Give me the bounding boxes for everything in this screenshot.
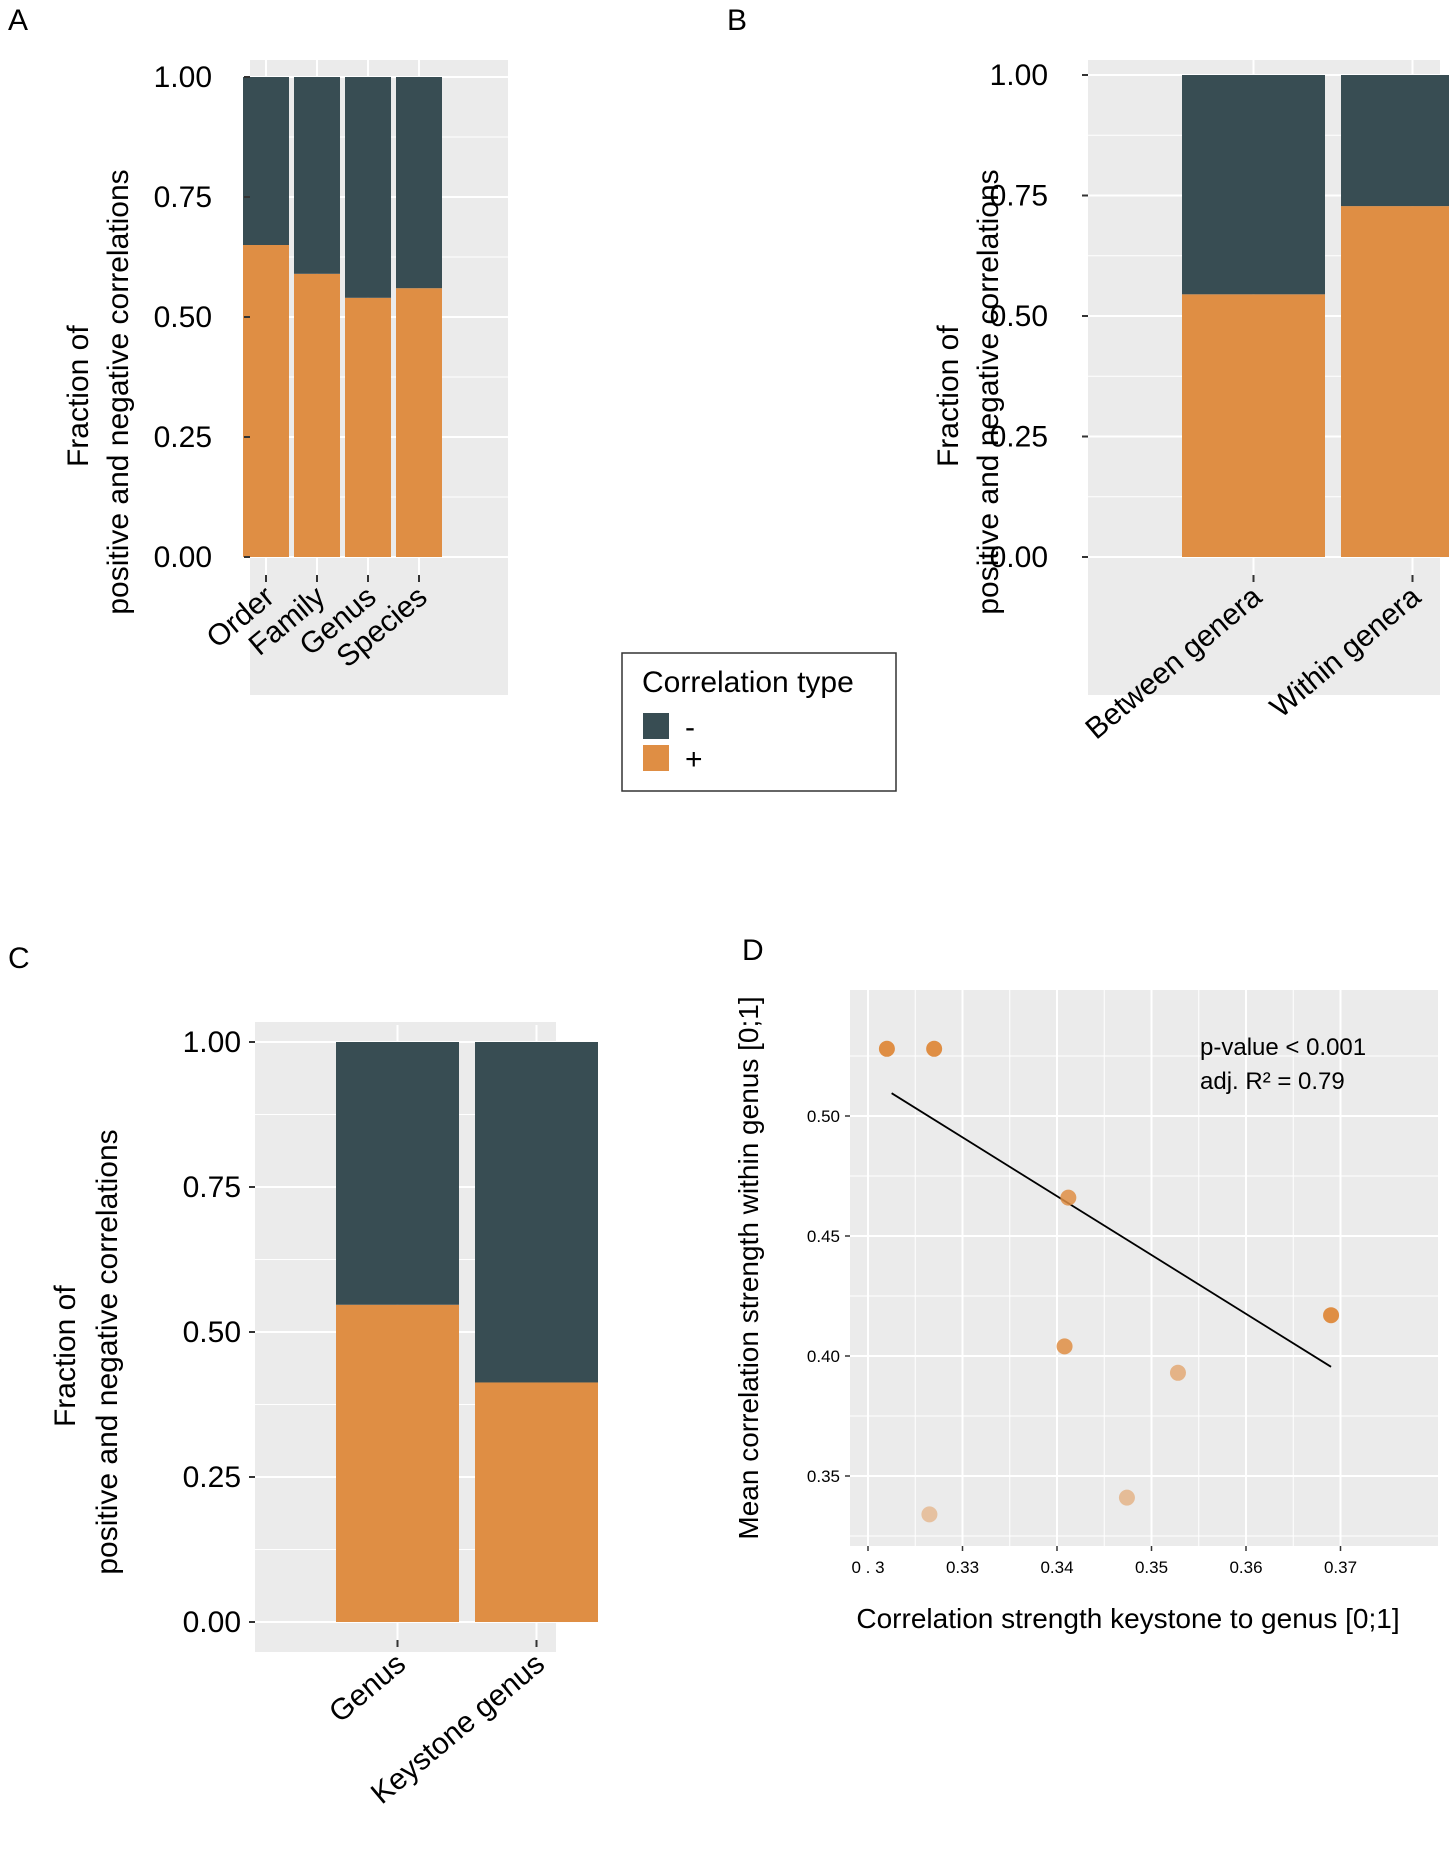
panel-a-ytick-label: 0.25 (154, 421, 212, 454)
panel-label-d: D (742, 934, 764, 967)
panel-b-bar-positive-between-genera (1182, 294, 1325, 557)
panel-c-ytick-label: 1.00 (183, 1026, 241, 1059)
panel-b-bar-negative-between-genera (1182, 75, 1325, 295)
panel-b-bar-positive-within-genera (1341, 206, 1449, 557)
panel-label-c: C (8, 942, 30, 975)
panel-d-point-4 (1056, 1338, 1073, 1355)
panel-d-ytick-label: 0.45 (807, 1227, 840, 1246)
panel-c-ytick-label: 0.50 (183, 1316, 241, 1349)
panel-d-ylabel: Mean correlation strength within genus [… (733, 996, 764, 1539)
panel-a-bar-negative-order (243, 77, 289, 245)
legend-label-negative: - (685, 711, 695, 744)
panel-b-ytick-label: 0.75 (990, 180, 1048, 213)
panel-d-xtick-label: 0 . 3 (851, 1558, 884, 1577)
panel-d-xtick-label: 0.36 (1229, 1558, 1262, 1577)
panel-d-xtick-label: 0.35 (1135, 1558, 1168, 1577)
legend-swatch-positive (643, 745, 669, 771)
panel-d-point-8 (1323, 1307, 1340, 1324)
panel-d-fit-line (891, 1092, 1332, 1368)
panel-c-ytick-label: 0.00 (183, 1606, 241, 1639)
panel-d-xtick-label: 0.34 (1040, 1558, 1073, 1577)
panel-b-ytick-label: 0.25 (990, 421, 1048, 454)
panel-d-ytick-label: 0.40 (807, 1347, 840, 1366)
panel-a-bar-positive-order (243, 245, 289, 557)
panel-a-ytick-label: 0.00 (154, 541, 212, 574)
panel-a-ylabel-line-1: Fraction of (62, 325, 95, 467)
panel-d-chart: 0.35 0.40 0.45 0.50 0 . 3 0.33 0.34 0.35 0.36 0.… (733, 990, 1438, 1634)
legend-label-positive: + (685, 743, 703, 776)
panel-c-ytick-label: 0.25 (183, 1461, 241, 1494)
panel-d-background (850, 990, 1438, 1546)
panel-d-ytick-label: 0.35 (807, 1467, 840, 1486)
panel-label-b: B (727, 4, 747, 37)
panel-b-ylabel: Fraction of positive and negative correl… (932, 169, 1005, 614)
panel-b-ytick-label: 1.00 (990, 59, 1048, 92)
panel-b-ytick-label: 0.00 (990, 541, 1048, 574)
panel-a-ytick-label: 0.50 (154, 301, 212, 334)
legend: Correlation type - + (621, 652, 897, 792)
panel-b-ylabel-line-1: Fraction of (932, 325, 965, 467)
panel-c-xtick-label: Genus (323, 1647, 412, 1729)
panel-c-ylabel: Fraction of positive and negative correl… (49, 1129, 124, 1574)
panel-b-chart: 0.000.250.500.751.00 Between generaWithi… (932, 58, 1449, 746)
panel-a-bar-positive-family (294, 273, 340, 557)
panel-a-bar-positive-genus (345, 297, 391, 557)
panel-d-annotation-pvalue: p-value < 0.001 (1200, 1034, 1366, 1061)
panel-d-point-1 (878, 1040, 895, 1057)
panel-b-ytick-label: 0.50 (990, 300, 1048, 333)
legend-title: Correlation type (642, 666, 854, 699)
panel-d-ytick-label: 0.50 (807, 1107, 840, 1126)
panel-label-a: A (8, 4, 28, 37)
panel-a-chart: 0.000.250.500.751.00 OrderFamilyGenusSpe… (62, 60, 508, 695)
panel-c-ylabel-line-1: Fraction of (49, 1285, 82, 1427)
panel-d-annotation-r2: adj. R² = 0.79 (1200, 1068, 1345, 1095)
panel-c-bar-negative-genus (336, 1042, 459, 1305)
panel-c-ytick-label: 0.75 (183, 1171, 241, 1204)
panel-a-ytick-label: 1.00 (154, 61, 212, 94)
panel-a-ylabel: Fraction of positive and negative correl… (62, 169, 135, 614)
panel-a-bar-negative-species (396, 77, 442, 289)
panel-d-point-5 (1169, 1364, 1186, 1381)
panel-a-bar-negative-family (294, 77, 340, 274)
panel-c-ylabel-line-2: positive and negative correlations (91, 1129, 124, 1574)
panel-d-point-6 (1118, 1489, 1135, 1506)
panel-d-point-3 (1060, 1189, 1077, 1206)
panel-c-bar-positive-keystone-genus (475, 1382, 598, 1622)
panel-d-point-7 (921, 1506, 938, 1523)
panel-a-bar-positive-species (396, 288, 442, 557)
panel-d-point-2 (926, 1040, 943, 1057)
panel-c-bar-negative-keystone-genus (475, 1042, 598, 1383)
panel-d-xlabel: Correlation strength keystone to genus [… (856, 1603, 1399, 1634)
panel-a-ytick-label: 0.75 (154, 181, 212, 214)
panel-b-bar-negative-within-genera (1341, 75, 1449, 207)
panel-d-xtick-label: 0.37 (1324, 1558, 1357, 1577)
panel-b-ylabel-line-2: positive and negative correlations (972, 169, 1005, 614)
panel-a-bar-negative-genus (345, 77, 391, 298)
legend-swatch-negative (643, 713, 669, 739)
panel-a-ylabel-line-2: positive and negative correlations (102, 169, 135, 614)
panel-c-bar-positive-genus (336, 1304, 459, 1622)
panel-d-xtick-label: 0.33 (946, 1558, 979, 1577)
